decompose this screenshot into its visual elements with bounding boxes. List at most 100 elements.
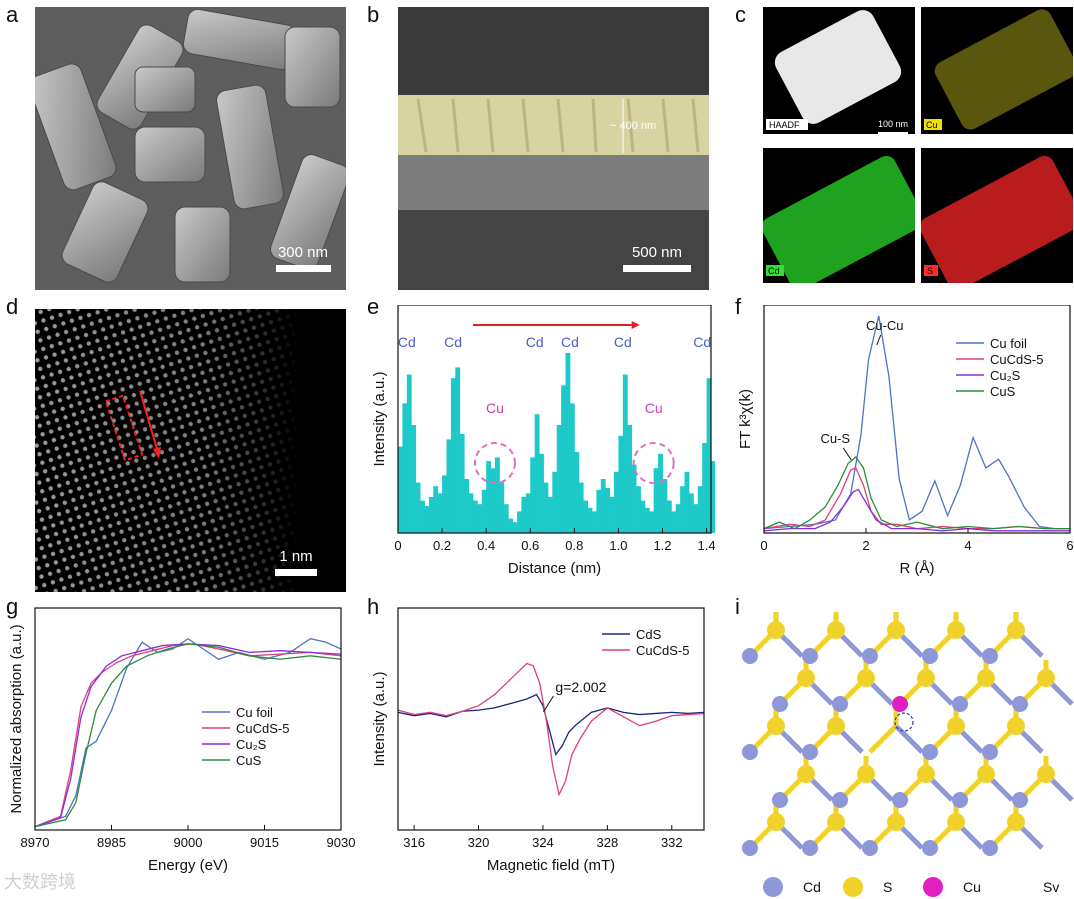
profile-bar <box>503 504 509 533</box>
profile-bar <box>561 385 566 533</box>
profile-bar <box>556 425 562 533</box>
cross-section-graphic: ~ 400 nm 500 nm <box>398 7 709 290</box>
crystal-structure-diagram: Cd S Cu Sv <box>742 612 1074 897</box>
annotation-arrow <box>842 447 852 461</box>
e-xtick-label: 1.4 <box>698 538 715 553</box>
cd-atom <box>802 648 818 664</box>
profile-bar <box>614 471 619 533</box>
legend-s-marker <box>843 877 863 897</box>
panel-label-h: h <box>367 594 380 619</box>
sulfur-vacancy <box>894 712 914 732</box>
legend-cu-marker <box>923 877 943 897</box>
profile-bar <box>402 403 408 533</box>
profile-bar <box>644 507 650 533</box>
profile-bar <box>539 453 544 533</box>
thickness-label: ~ 400 nm <box>610 120 656 132</box>
profile-bar <box>512 522 518 533</box>
profile-bar <box>627 425 633 533</box>
profile-bar <box>569 403 575 533</box>
s-atom <box>1007 717 1025 735</box>
series-line-CdS <box>397 693 705 757</box>
legend-label: CuS <box>236 753 262 768</box>
cd-atom <box>742 840 758 856</box>
profile-bar <box>428 497 434 533</box>
e-xlabel: Distance (nm) <box>508 560 601 577</box>
series-line-CuS <box>34 643 342 828</box>
f-plot-frame <box>763 305 1071 534</box>
panel-label-b: b <box>367 2 380 27</box>
s-atom <box>1037 765 1055 783</box>
series-line-CuS <box>763 456 1070 530</box>
s-atom <box>977 765 995 783</box>
map-label-s: S <box>927 266 933 276</box>
annotation-arrow <box>542 695 554 713</box>
h-xtick-label: 332 <box>661 835 683 850</box>
s-atom <box>887 813 905 831</box>
profile-bar <box>525 493 531 533</box>
profile-bar <box>494 457 500 533</box>
g-ylabel: Normalized absorption (a.u.) <box>8 624 25 813</box>
s-atom <box>827 717 845 735</box>
sem-image-a: 300 nm <box>35 7 346 290</box>
cd-peak-label: Cd <box>561 334 579 350</box>
legend-cd-marker <box>763 877 783 897</box>
profile-bar <box>459 434 465 533</box>
profile-bar <box>398 446 403 533</box>
series-line-Cufoil <box>34 637 342 828</box>
haadf-map: HAADF 100 nm <box>763 7 915 134</box>
cd-atom <box>802 744 818 760</box>
e-xtick-label: 0.6 <box>521 538 539 553</box>
panel-label-f: f <box>735 294 742 319</box>
cu-peak-circle <box>632 442 675 484</box>
e-xtick-label: 1.2 <box>653 538 671 553</box>
cd-atom <box>952 696 968 712</box>
cd-atom <box>772 696 788 712</box>
h-xtick-label: 320 <box>468 835 490 850</box>
bond <box>868 724 898 754</box>
profile-bar <box>534 414 540 533</box>
s-atom <box>1007 621 1025 639</box>
scalebar-b-label: 500 nm <box>632 244 682 261</box>
cd-peak-label: Cd <box>398 334 416 350</box>
map-label-cd: Cd <box>768 266 780 276</box>
profile-bar <box>600 479 606 533</box>
cd-atom <box>982 840 998 856</box>
profile-bar <box>424 506 430 533</box>
profile-bar <box>671 511 677 533</box>
sem-crystals-graphic: 300 nm <box>35 7 346 290</box>
annotation-cu-s: Cu-S <box>820 431 850 446</box>
profile-bar <box>455 367 461 533</box>
profile-bar <box>658 453 663 533</box>
legend-label: Cu foil <box>236 705 273 720</box>
cd-atom <box>982 648 998 664</box>
cd-atom <box>952 792 968 808</box>
profile-bar <box>591 511 597 533</box>
cd-atom <box>802 840 818 856</box>
legend-label: Cu foil <box>990 336 1027 351</box>
profile-bar <box>684 471 690 533</box>
profile-bar <box>693 504 699 533</box>
profile-bar <box>411 425 417 533</box>
h-xtick-label: 328 <box>597 835 619 850</box>
cd-atom <box>982 744 998 760</box>
panel-label-a: a <box>6 2 19 27</box>
cd-atom <box>832 792 848 808</box>
profile-bar <box>543 482 549 533</box>
s-atom <box>947 717 965 735</box>
s-atom <box>797 765 815 783</box>
profile-bar <box>437 493 443 533</box>
cu-atom <box>892 696 908 712</box>
legend-cd-label: Cd <box>803 879 821 895</box>
f-xlabel: R (Å) <box>900 560 935 577</box>
annotation-arrow <box>876 334 882 346</box>
series-line-CuS <box>34 643 342 828</box>
s-atom <box>947 621 965 639</box>
s-atom <box>827 621 845 639</box>
profile-bar <box>574 452 580 533</box>
profile-bar <box>517 511 522 533</box>
cd-atom <box>1012 792 1028 808</box>
panel-label-c: c <box>735 2 746 27</box>
cd-map: Cd <box>763 148 915 283</box>
profile-bar <box>578 482 584 533</box>
